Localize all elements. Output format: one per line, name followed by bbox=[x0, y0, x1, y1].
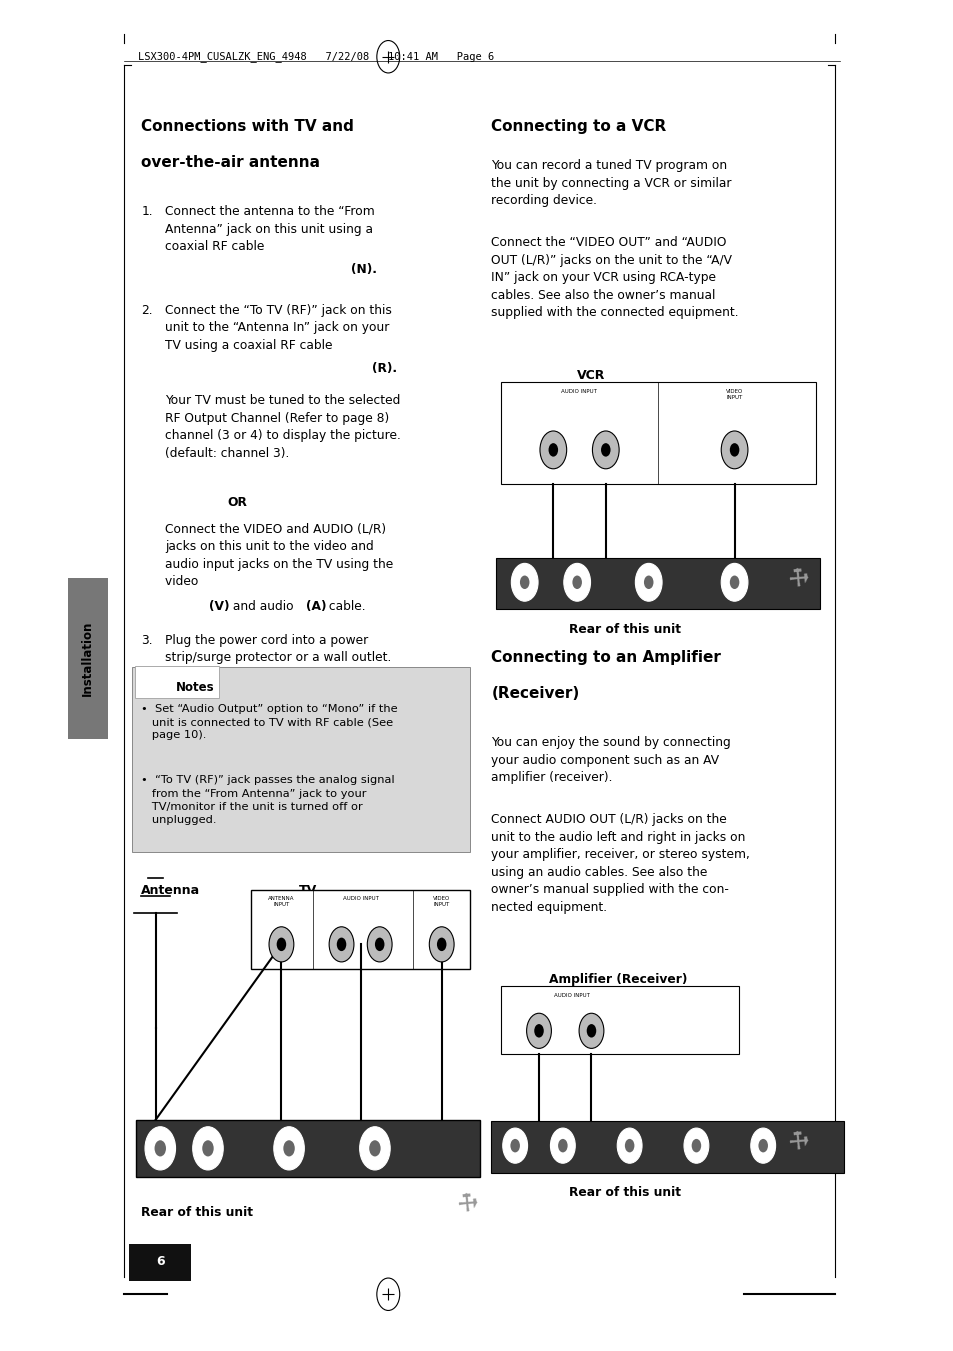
Text: ⚒: ⚒ bbox=[451, 1190, 479, 1219]
Text: Connect the antenna to the “From
Antenna” jack on this unit using a
coaxial RF c: Connect the antenna to the “From Antenna… bbox=[165, 205, 375, 254]
Text: (N).: (N). bbox=[351, 263, 376, 277]
Circle shape bbox=[369, 1140, 380, 1156]
Text: Rear of this unit: Rear of this unit bbox=[568, 623, 680, 636]
Circle shape bbox=[502, 1128, 527, 1163]
Circle shape bbox=[617, 1128, 641, 1163]
Text: –R: –R bbox=[276, 1127, 292, 1140]
Circle shape bbox=[643, 576, 653, 589]
Text: Amplifier (Receiver): Amplifier (Receiver) bbox=[548, 973, 686, 986]
Circle shape bbox=[510, 1139, 519, 1152]
Text: (Receiver): (Receiver) bbox=[491, 686, 579, 701]
Text: Connecting to an Amplifier: Connecting to an Amplifier bbox=[491, 650, 720, 665]
Circle shape bbox=[750, 1128, 775, 1163]
Circle shape bbox=[720, 431, 747, 469]
Circle shape bbox=[624, 1139, 634, 1152]
Text: Connect the VIDEO and AUDIO (L/R)
jacks on this unit to the video and
audio inpu: Connect the VIDEO and AUDIO (L/R) jacks … bbox=[165, 523, 393, 588]
Text: (R).: (R). bbox=[372, 362, 396, 376]
Circle shape bbox=[202, 1140, 213, 1156]
Circle shape bbox=[367, 927, 392, 962]
Text: You can enjoy the sound by connecting
your audio component such as an AV
amplifi: You can enjoy the sound by connecting yo… bbox=[491, 736, 730, 785]
Text: 1.: 1. bbox=[141, 205, 152, 219]
Bar bbox=[129, 1244, 191, 1281]
Circle shape bbox=[274, 1127, 304, 1170]
Text: VIDEO: VIDEO bbox=[366, 1182, 383, 1188]
Circle shape bbox=[558, 1139, 567, 1152]
Text: Connections with TV and: Connections with TV and bbox=[141, 119, 354, 134]
Text: Antenna: Antenna bbox=[141, 884, 200, 897]
Circle shape bbox=[526, 1013, 551, 1048]
Text: Connect the “To TV (RF)” jack on this
unit to the “Antenna In” jack on your
TV u: Connect the “To TV (RF)” jack on this un… bbox=[165, 304, 392, 353]
Circle shape bbox=[534, 1024, 543, 1038]
Circle shape bbox=[572, 576, 581, 589]
Circle shape bbox=[578, 1013, 603, 1048]
Text: From Antenna: From Antenna bbox=[142, 1182, 178, 1188]
Circle shape bbox=[548, 443, 558, 457]
Circle shape bbox=[436, 938, 446, 951]
Text: Your TV must be tuned to the selected
RF Output Channel (Refer to page 8)
channe: Your TV must be tuned to the selected RF… bbox=[165, 394, 400, 459]
Text: 6: 6 bbox=[155, 1255, 165, 1269]
Text: AUDIO INPUT: AUDIO INPUT bbox=[554, 993, 590, 998]
Text: Plug the power cord into a power
strip/surge protector or a wall outlet.: Plug the power cord into a power strip/s… bbox=[165, 634, 391, 665]
Circle shape bbox=[511, 563, 537, 601]
Text: Rear of this unit: Rear of this unit bbox=[568, 1186, 680, 1200]
Circle shape bbox=[283, 1140, 294, 1156]
Circle shape bbox=[276, 938, 286, 951]
Circle shape bbox=[539, 431, 566, 469]
Circle shape bbox=[600, 443, 610, 457]
Circle shape bbox=[635, 563, 661, 601]
Circle shape bbox=[729, 443, 739, 457]
Text: ANTENNA
INPUT: ANTENNA INPUT bbox=[268, 896, 294, 907]
Circle shape bbox=[429, 927, 454, 962]
Bar bbox=[251, 890, 470, 969]
Circle shape bbox=[729, 576, 739, 589]
Circle shape bbox=[336, 938, 346, 951]
Text: ⚒: ⚒ bbox=[781, 565, 810, 593]
Text: OR: OR bbox=[227, 496, 247, 509]
Circle shape bbox=[720, 563, 747, 601]
Bar bbox=[500, 382, 815, 484]
Text: 3.: 3. bbox=[141, 634, 152, 647]
Bar bbox=[136, 1120, 479, 1177]
Text: and audio: and audio bbox=[229, 600, 297, 613]
Text: Connect the “VIDEO OUT” and “AUDIO
OUT (L/R)” jacks on the unit to the “A/V
IN” : Connect the “VIDEO OUT” and “AUDIO OUT (… bbox=[491, 236, 739, 319]
Circle shape bbox=[145, 1127, 175, 1170]
Text: ⚒: ⚒ bbox=[781, 1128, 810, 1156]
Circle shape bbox=[269, 927, 294, 962]
FancyBboxPatch shape bbox=[134, 666, 219, 698]
Text: –A: –A bbox=[355, 1127, 371, 1140]
FancyBboxPatch shape bbox=[132, 667, 470, 852]
Text: Installation: Installation bbox=[81, 620, 94, 696]
Circle shape bbox=[154, 1140, 166, 1156]
Circle shape bbox=[359, 1127, 390, 1170]
Circle shape bbox=[375, 938, 384, 951]
Text: AUDIO INPUT: AUDIO INPUT bbox=[342, 896, 378, 901]
Text: –N: –N bbox=[146, 1127, 162, 1140]
Text: Connecting to a VCR: Connecting to a VCR bbox=[491, 119, 666, 134]
Circle shape bbox=[519, 576, 529, 589]
Bar bbox=[500, 986, 739, 1054]
Text: –V: –V bbox=[436, 1127, 452, 1140]
Text: •  “To TV (RF)” jack passes the analog signal
   from the “From Antenna” jack to: • “To TV (RF)” jack passes the analog si… bbox=[141, 775, 395, 825]
Circle shape bbox=[563, 563, 590, 601]
Circle shape bbox=[329, 927, 354, 962]
FancyBboxPatch shape bbox=[68, 578, 108, 739]
Text: Connect AUDIO OUT (L/R) jacks on the
unit to the audio left and right in jacks o: Connect AUDIO OUT (L/R) jacks on the uni… bbox=[491, 813, 749, 913]
Text: •  Set “Audio Output” option to “Mono” if the
   unit is connected to TV with RF: • Set “Audio Output” option to “Mono” if… bbox=[141, 704, 397, 740]
Text: You can record a tuned TV program on
the unit by connecting a VCR or similar
rec: You can record a tuned TV program on the… bbox=[491, 159, 731, 208]
Text: (V): (V) bbox=[209, 600, 229, 613]
Text: VCR: VCR bbox=[577, 369, 605, 382]
Text: AUDIO INPUT: AUDIO INPUT bbox=[560, 389, 597, 394]
Circle shape bbox=[691, 1139, 700, 1152]
Circle shape bbox=[683, 1128, 708, 1163]
Text: (A): (A) bbox=[306, 600, 326, 613]
Text: 2.: 2. bbox=[141, 304, 152, 317]
Circle shape bbox=[193, 1127, 223, 1170]
Text: LSX300-4PM_CUSALZK_ENG_4948   7/22/08   10:41 AM   Page 6: LSX300-4PM_CUSALZK_ENG_4948 7/22/08 10:4… bbox=[138, 51, 494, 62]
Circle shape bbox=[586, 1024, 596, 1038]
Text: AUDIO –: AUDIO – bbox=[275, 1182, 302, 1188]
Bar bbox=[496, 558, 820, 609]
Circle shape bbox=[758, 1139, 767, 1152]
Circle shape bbox=[592, 431, 618, 469]
Text: Rear of this unit: Rear of this unit bbox=[141, 1206, 253, 1220]
Text: over-the-air antenna: over-the-air antenna bbox=[141, 155, 320, 170]
